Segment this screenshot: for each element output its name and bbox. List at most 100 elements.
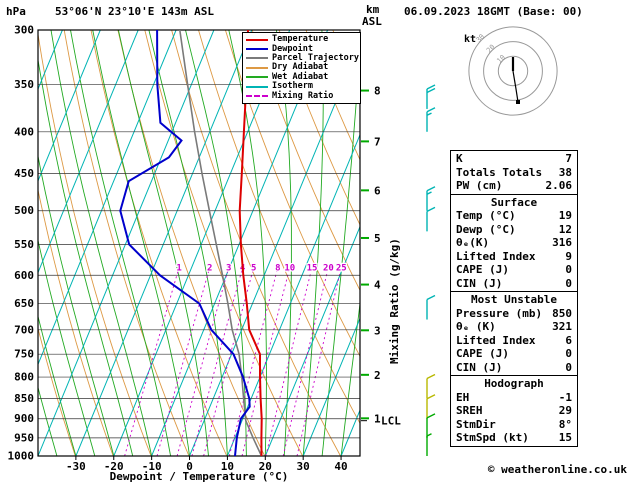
- datetime-title: 06.09.2023 18GMT (Base: 00): [404, 5, 583, 18]
- stat-label: SREH: [456, 404, 483, 417]
- legend-label: Dewpoint: [272, 43, 313, 54]
- stat-label: θₑ(K): [456, 236, 490, 249]
- stat-label: PW (cm): [456, 179, 503, 192]
- svg-text:8: 8: [275, 264, 280, 274]
- stat-value: 0: [565, 263, 572, 276]
- most-unstable-section: Most Unstable Pressure (mb) 850 θₑ (K) 321 Li…: [451, 291, 577, 375]
- stats-panel: K 7 Totals Totals 38 PW (cm) 2.06 Surface Temp…: [450, 150, 578, 447]
- svg-text:450: 450: [14, 167, 34, 180]
- svg-text:3: 3: [226, 264, 231, 274]
- svg-text:800: 800: [14, 371, 34, 384]
- stat-label: Totals Totals: [456, 165, 543, 179]
- stat-label: CIN (J): [456, 276, 503, 290]
- svg-text:0: 0: [186, 460, 193, 473]
- stat-label: Temp (°C): [456, 209, 516, 222]
- temp-axis: -30 -20 -10 0 10 20 30 40: [66, 456, 348, 473]
- legend-swatch: [246, 48, 268, 51]
- legend-item: Wet Adiabat: [246, 71, 357, 82]
- legend-swatch: [246, 57, 268, 60]
- stat-row: CIN (J) 0: [451, 361, 577, 375]
- svg-text:7: 7: [374, 135, 381, 148]
- section-title: Surface: [490, 195, 538, 209]
- legend-box: Temperature Dewpoint Parcel Trajectory Dry …: [242, 32, 361, 104]
- section-title: Hodograph: [484, 377, 544, 390]
- svg-text:-30: -30: [66, 460, 86, 473]
- svg-text:850: 850: [14, 392, 34, 405]
- svg-text:10: 10: [221, 460, 234, 473]
- dewpoint-curve: [119, 30, 251, 456]
- indices-section: K 7 Totals Totals 38 PW (cm) 2.06: [451, 151, 577, 194]
- stat-value: 0: [565, 276, 572, 290]
- svg-text:3: 3: [374, 324, 381, 337]
- legend-item: Mixing Ratio: [246, 91, 357, 100]
- svg-text:25: 25: [336, 264, 347, 274]
- svg-text:400: 400: [14, 125, 34, 138]
- stat-row: StmSpd (kt) 15: [451, 431, 577, 445]
- stat-value: 2.06: [545, 179, 573, 192]
- stat-row: CIN (J) 0: [451, 277, 577, 291]
- svg-text:1000: 1000: [8, 450, 35, 463]
- stat-value: 15: [558, 431, 572, 444]
- stat-row: PW (cm) 2.06: [451, 179, 577, 193]
- altitude-unit-asl-label: ASL: [362, 15, 382, 28]
- svg-text:5: 5: [251, 264, 256, 274]
- stat-value: 19: [558, 209, 572, 222]
- stat-row: EH -1: [451, 391, 577, 405]
- stat-label: CIN (J): [456, 360, 503, 374]
- pressure-axis: 300 350 400 450 500 550 600 650 700 750 800 850 900 9…: [8, 24, 360, 463]
- hodograph-ring: [483, 41, 543, 101]
- footer-credit: © weatheronline.co.uk: [487, 463, 627, 476]
- stat-value: 321: [552, 320, 572, 333]
- mixing-ratio-labels: 1 2 3 4 5 8 10 15 20 25: [175, 262, 348, 275]
- stat-row: SREH 29: [451, 404, 577, 418]
- hodograph-ring: [497, 55, 529, 87]
- legend-item: Dry Adiabat: [246, 63, 357, 72]
- station-title: 53°06'N 23°10'E 143m ASL: [55, 5, 214, 18]
- hodograph-section: Hodograph EH -1 SREH 29 StmDir 8° StmSpd (kt) 15: [451, 375, 577, 446]
- stat-label: Lifted Index: [456, 249, 536, 263]
- stat-label: CAPE (J): [456, 347, 509, 360]
- stat-row: Lifted Index 9: [451, 250, 577, 264]
- svg-text:1: 1: [374, 412, 381, 425]
- stat-value: 7: [565, 152, 572, 165]
- stat-value: 6: [565, 333, 572, 347]
- legend-swatch: [246, 95, 268, 98]
- stat-value: 8°: [558, 417, 572, 431]
- stat-label: StmDir: [456, 417, 496, 431]
- stat-label: Lifted Index: [456, 333, 536, 347]
- svg-text:750: 750: [14, 348, 34, 361]
- stat-row: CAPE (J) 0: [451, 263, 577, 277]
- stat-value: 0: [565, 347, 572, 360]
- svg-text:2: 2: [207, 264, 212, 274]
- hodograph-ring-label: 10: [495, 53, 507, 65]
- legend-label: Wet Adiabat: [272, 71, 329, 82]
- legend-item: Temperature: [246, 35, 357, 44]
- stat-row: Dewp (°C) 12: [451, 223, 577, 237]
- hodograph-trace: [512, 70, 519, 103]
- svg-text:4: 4: [374, 279, 381, 292]
- stat-label: StmSpd (kt): [456, 431, 529, 444]
- stat-value: -1: [558, 390, 572, 404]
- svg-text:650: 650: [14, 297, 34, 310]
- svg-text:2: 2: [374, 369, 381, 382]
- svg-text:20: 20: [323, 264, 334, 274]
- stat-label: CAPE (J): [456, 263, 509, 276]
- stat-row: StmDir 8°: [451, 418, 577, 432]
- svg-text:1: 1: [176, 264, 181, 274]
- svg-text:300: 300: [14, 24, 34, 37]
- svg-text:8: 8: [374, 85, 381, 98]
- legend-swatch: [246, 38, 268, 41]
- legend-label: Mixing Ratio: [272, 90, 334, 101]
- section-title: Most Unstable: [470, 293, 558, 306]
- stat-value: 850: [552, 306, 572, 320]
- stat-value: 29: [558, 404, 572, 417]
- stat-label: Dewp (°C): [456, 222, 516, 236]
- surface-section: Surface Temp (°C) 19 Dewp (°C) 12 θₑ(K) 316 Lif…: [451, 193, 577, 292]
- stat-row: Lifted Index 6: [451, 334, 577, 348]
- mixing-ratio-lines: [124, 269, 342, 456]
- stat-row: Totals Totals 38: [451, 166, 577, 180]
- stat-label: θₑ (K): [456, 320, 496, 333]
- svg-text:15: 15: [307, 264, 318, 274]
